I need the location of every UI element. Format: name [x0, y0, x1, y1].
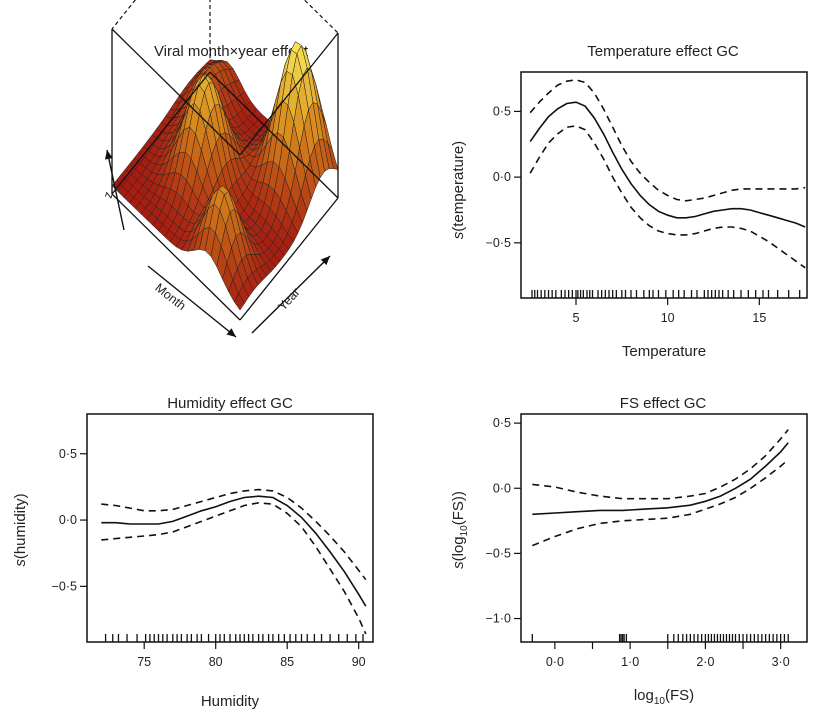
fs-xtick-label: 2·0 — [696, 655, 714, 669]
surface-plot — [104, 0, 339, 338]
fs-fit-line — [532, 442, 789, 516]
temperature-ci-line-1 — [529, 79, 806, 202]
surface-box-edge — [111, 28, 241, 156]
fs-ci-line-2 — [532, 458, 789, 547]
fs-xtick-label: 1·0 — [621, 655, 639, 669]
fs-panel: FS effect GC 0·0 1·0 2·0 3·00·50·0−0·5−1·0 … — [450, 395, 808, 707]
temperature-plot-frame — [520, 71, 808, 299]
humidity-x-label: Humidity — [201, 693, 260, 710]
temperature-ci-line-2 — [529, 125, 806, 269]
surface-panel: Viral month×year effect z Month Year — [101, 0, 339, 338]
temperature-ytick-label: 0·0 — [493, 170, 511, 184]
surface-box-edge — [239, 197, 339, 321]
temperature-xtick-label: 10 — [661, 311, 675, 325]
surface-month-arrow — [147, 265, 237, 338]
fs-ytick-label: −0·5 — [486, 546, 511, 560]
fs-xtick-label: 0·0 — [546, 655, 564, 669]
temperature-title: Temperature effect GC — [587, 43, 739, 60]
humidity-xtick-label: 90 — [352, 655, 366, 669]
surface-box-back-edge — [111, 0, 137, 30]
temperature-plot: 5 10 15 0·5 0·0 −0·5 — [486, 79, 806, 325]
humidity-ytick-label: 0·5 — [59, 447, 77, 461]
surface-year-arrow-head — [320, 256, 330, 266]
humidity-panel: Humidity effect GC 75 80 85 90 0·5 0·0 −0·5 Hu… — [12, 395, 374, 710]
fs-ytick-label: 0·5 — [493, 416, 511, 430]
surface-month-label: Month — [152, 281, 188, 313]
surface-year-label: Year — [275, 285, 302, 313]
humidity-ci-line-2 — [101, 501, 367, 635]
surface-z-label: z — [101, 190, 116, 200]
surface-box-back-edge — [303, 0, 339, 34]
humidity-plot: 75 80 85 90 0·5 0·0 −0·5 — [52, 447, 367, 669]
fs-y-label: s(log10(FS)) — [450, 491, 470, 569]
humidity-y-label: s(humidity) — [12, 493, 29, 566]
fs-title: FS effect GC — [620, 395, 707, 412]
fs-plot: 0·0 1·0 2·0 3·0 0·5 0·0 −0·5 −1·0 — [486, 416, 790, 669]
humidity-title: Humidity effect GC — [167, 395, 293, 412]
surface-box-edge — [209, 71, 339, 199]
temperature-ytick-label: −0·5 — [486, 236, 511, 250]
humidity-plot-frame — [86, 413, 374, 643]
temperature-y-label: s(temperature) — [450, 141, 467, 239]
humidity-ytick-label: −0·5 — [52, 579, 77, 593]
surface-facet — [233, 292, 245, 311]
humidity-fit-line — [101, 495, 367, 607]
surface-z-arrow — [106, 149, 125, 231]
surface-box-edge — [111, 193, 241, 321]
temperature-x-label: Temperature — [622, 343, 706, 360]
surface-box-edge — [239, 32, 339, 156]
fs-ci-line-1 — [532, 429, 789, 500]
temperature-panel: Temperature effect GC 5 10 15 0·5 0·0 −0·5 Te… — [450, 43, 808, 360]
temperature-ytick-label: 0·5 — [493, 104, 511, 118]
fs-x-label: log10(FS) — [634, 687, 694, 707]
humidity-xtick-label: 75 — [137, 655, 151, 669]
fs-plot-frame — [520, 413, 808, 643]
surface-box-edge — [111, 71, 211, 195]
fs-xtick-label: 3·0 — [772, 655, 790, 669]
surface-year-arrow — [251, 255, 331, 334]
temperature-xtick-label: 15 — [752, 311, 766, 325]
humidity-ytick-label: 0·0 — [59, 513, 77, 527]
temperature-fit-line — [529, 101, 806, 228]
fs-ytick-label: −1·0 — [486, 612, 511, 626]
humidity-xtick-label: 85 — [280, 655, 294, 669]
temperature-xtick-label: 5 — [573, 311, 580, 325]
surface-month-arrow-head — [226, 328, 236, 337]
fs-ytick-label: 0·0 — [493, 481, 511, 495]
surface-title: Viral month×year effect — [154, 43, 309, 60]
humidity-xtick-label: 80 — [209, 655, 223, 669]
surface-z-arrow-head — [104, 150, 113, 160]
humidity-ci-line-1 — [101, 488, 367, 581]
